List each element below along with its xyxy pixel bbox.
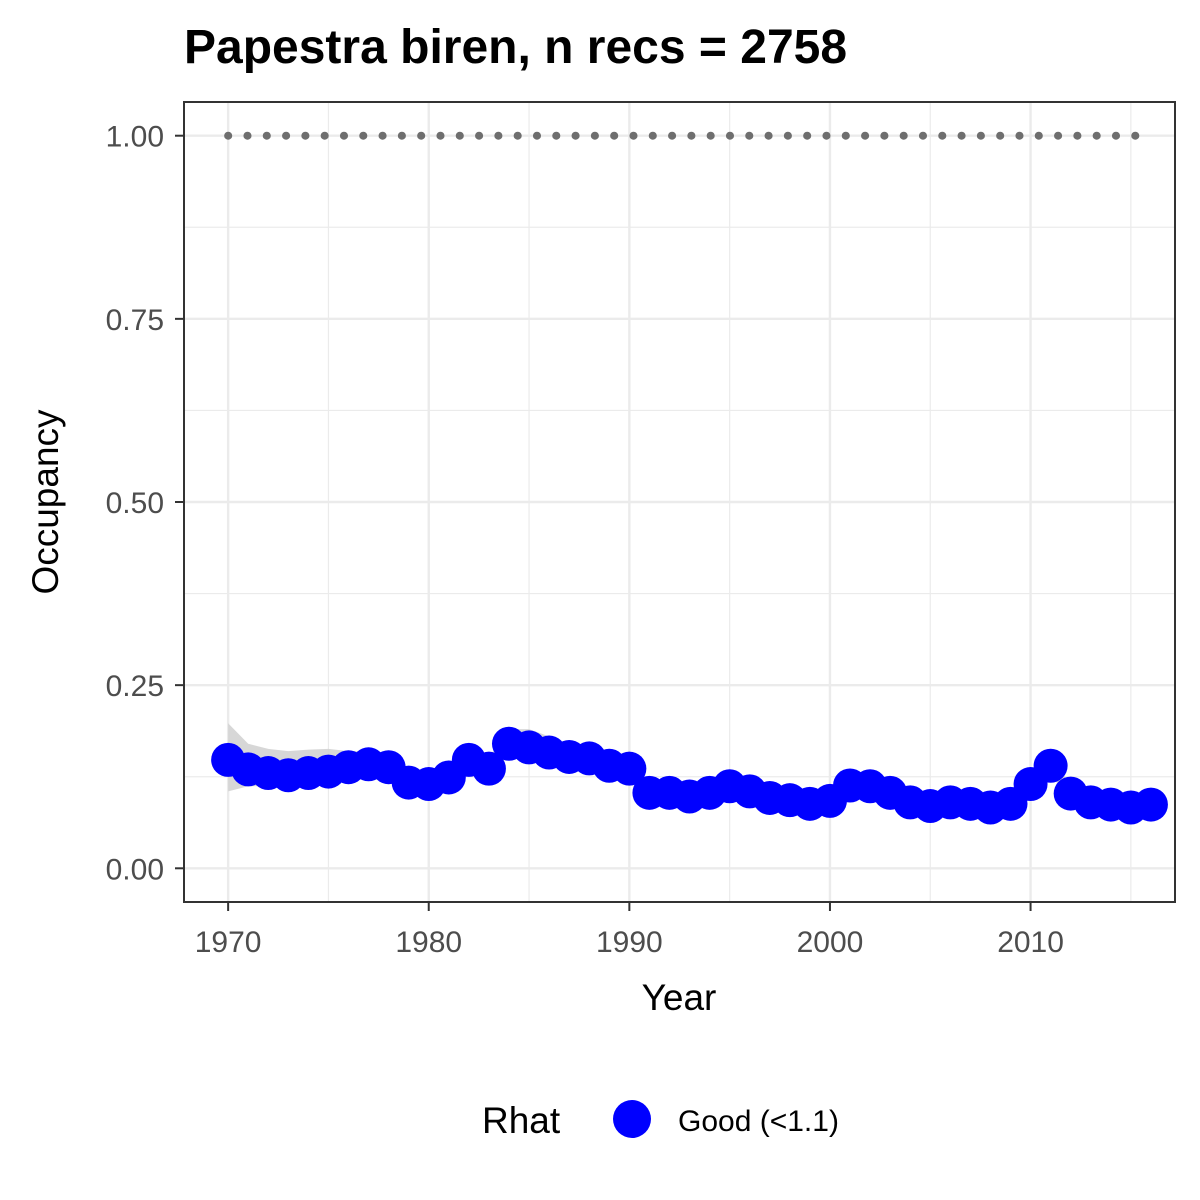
y-tick-label-3: 0.75 (106, 304, 164, 337)
y-axis: 0.00 0.25 0.50 0.75 1.00 (106, 121, 184, 886)
data-point-2011 (1033, 748, 1068, 783)
data-point-1983 (471, 751, 506, 786)
x-tick-label-3: 2000 (797, 926, 864, 959)
y-axis-title: Occupancy (25, 409, 66, 595)
data-point-2016 (1133, 787, 1168, 822)
occupancy-points (211, 726, 1168, 825)
y-tick-label-0: 0.00 (106, 853, 164, 886)
x-tick-label-0: 1970 (195, 926, 262, 959)
y-tick-label-4: 1.00 (106, 121, 164, 154)
x-tick-label-2: 1990 (596, 926, 663, 959)
legend: Rhat Good (<1.1) (482, 1100, 839, 1141)
legend-label-good: Good (<1.1) (678, 1105, 839, 1138)
x-tick-label-1: 1980 (395, 926, 462, 959)
data-point-1990 (612, 751, 647, 786)
x-axis: 1970 1980 1990 2000 2010 (195, 902, 1064, 959)
x-tick-label-4: 2010 (997, 926, 1064, 959)
x-axis-title: Year (642, 977, 717, 1018)
legend-title: Rhat (482, 1100, 561, 1141)
legend-key-good (613, 1100, 651, 1138)
y-tick-label-1: 0.25 (106, 670, 164, 703)
chart-title: Papestra biren, n recs = 2758 (184, 21, 847, 74)
y-tick-label-2: 0.50 (106, 487, 164, 520)
